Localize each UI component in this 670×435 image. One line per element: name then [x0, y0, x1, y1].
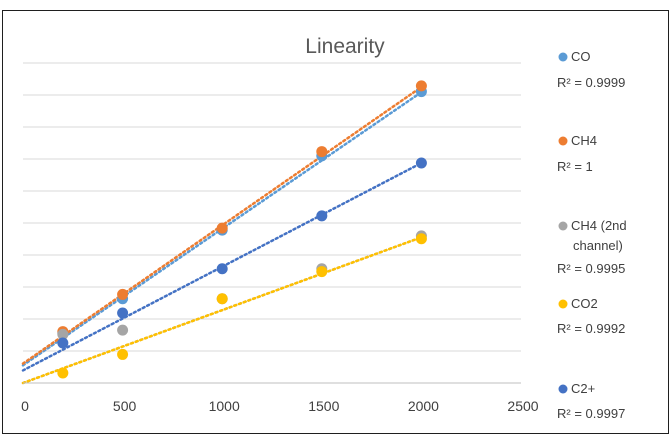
legend-label-3: CO2: [571, 296, 598, 311]
legend-marker-0: [558, 52, 568, 62]
data-point-2-1: [117, 324, 129, 336]
data-point-4-3: [316, 210, 328, 222]
x-axis: 0 500 1000 1500 2000 2500: [21, 382, 539, 414]
gridlines: [23, 62, 521, 352]
data-point-1-4: [415, 80, 427, 92]
legend-r2-3: R² = 0.9992: [557, 321, 625, 336]
data-point-2-0: [57, 328, 69, 340]
data-point-4-1: [117, 307, 129, 319]
data-point-3-4: [415, 233, 427, 245]
chart-title: Linearity: [305, 35, 385, 58]
data-point-3-1: [117, 348, 129, 360]
data-point-3-3: [316, 266, 328, 278]
data-point-4-4: [415, 157, 427, 169]
data-points: [57, 80, 427, 379]
legend: CO R² = 0.9999 CH4 R² = 1 CH4 (2nd channel) R²…: [557, 49, 627, 421]
x-tick-label: 1000: [209, 398, 240, 414]
legend-r2-4: R² = 0.9997: [557, 406, 625, 421]
legend-marker-2: [558, 221, 568, 231]
legend-marker-1: [558, 136, 568, 146]
x-tick-label: 2000: [408, 398, 439, 414]
legend-r2-0: R² = 0.9999: [557, 75, 625, 90]
trendline-3: [21, 236, 423, 385]
data-point-4-0: [57, 337, 69, 349]
chart-frame: 0 500 1000 1500 2000 2500 Linearity CO R² = 0.…: [2, 10, 669, 434]
x-tick-label: 2500: [507, 398, 538, 414]
data-point-1-1: [117, 288, 129, 300]
legend-r2-1: R² = 1: [557, 159, 593, 174]
x-tick-label: 500: [113, 398, 137, 414]
legend-label-4: C2+: [571, 381, 595, 396]
data-point-3-2: [216, 293, 228, 305]
data-point-4-2: [216, 263, 228, 275]
legend-r2-2: R² = 0.9995: [557, 261, 625, 276]
legend-label-2: CH4 (2nd channel): [571, 218, 627, 253]
legend-label-1: CH4: [571, 133, 597, 148]
x-tick-label: 1500: [308, 398, 339, 414]
legend-marker-4: [558, 384, 568, 394]
x-tick-label: 0: [21, 398, 29, 414]
legend-marker-3: [558, 299, 568, 309]
data-point-3-0: [57, 367, 69, 379]
linearity-chart: 0 500 1000 1500 2000 2500 Linearity CO R² = 0.…: [21, 35, 627, 421]
legend-label-0: CO: [571, 49, 591, 64]
data-point-1-3: [316, 146, 328, 158]
data-point-1-2: [216, 222, 228, 234]
